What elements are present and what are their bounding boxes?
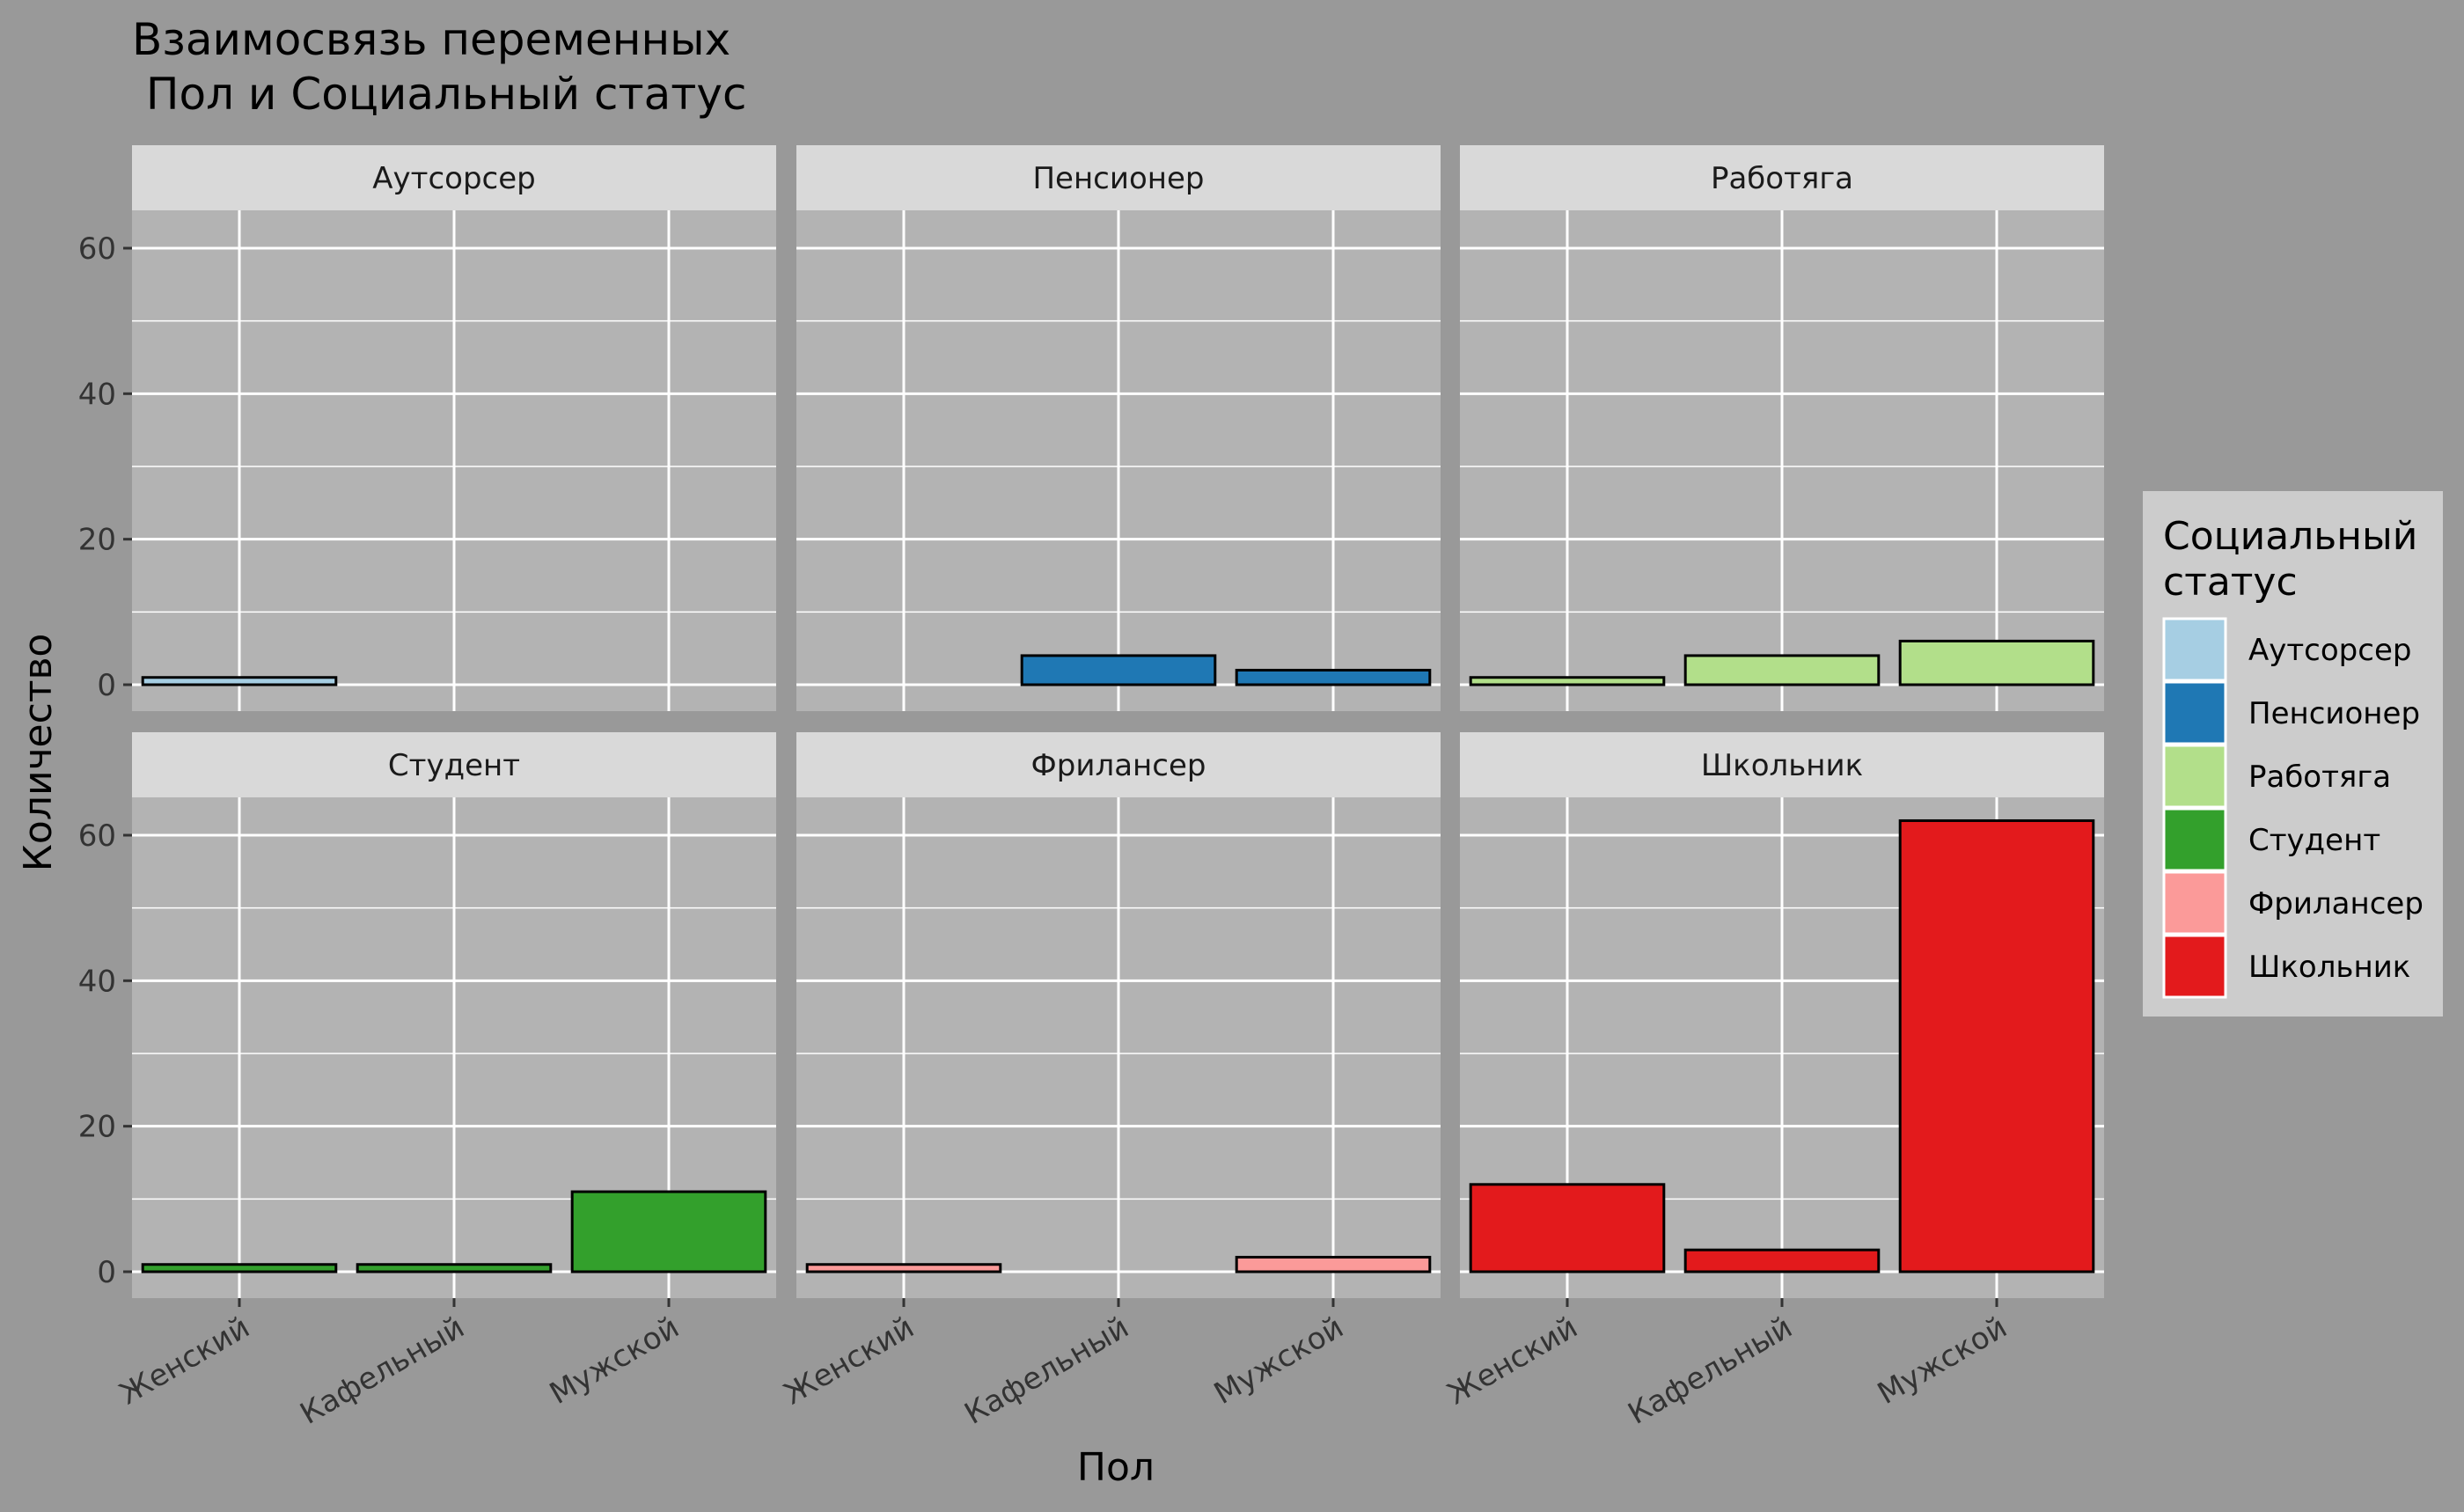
facet-strip-label: Пенсионер xyxy=(1032,161,1204,196)
facet-strip-label: Аутсорсер xyxy=(372,161,535,196)
facet-strip-label: Работяга xyxy=(1711,161,1853,196)
facet-strip xyxy=(796,145,1441,210)
facet-strip xyxy=(1460,732,2104,797)
bar xyxy=(1020,654,1217,686)
y-tick-label: 0 xyxy=(97,668,116,703)
facet-strip xyxy=(132,732,776,797)
facet-strip xyxy=(796,732,1441,797)
facet-panel-1: Аутсорсер xyxy=(132,145,776,711)
legend-label: Фрилансер xyxy=(2248,886,2424,921)
facet-panel-5: Фрилансер xyxy=(796,732,1441,1298)
legend-key xyxy=(2162,934,2227,999)
facet-panel-3: Работяга xyxy=(1460,145,2104,711)
bar xyxy=(1235,1255,1432,1273)
facet-panel-4: Студент xyxy=(132,732,776,1298)
facet-strip-label: Студент xyxy=(388,748,520,783)
bar xyxy=(1469,1183,1666,1273)
facet-strip xyxy=(132,145,776,210)
facet-strip-label: Фрилансер xyxy=(1031,748,1206,783)
y-tick-label: 40 xyxy=(78,377,116,412)
bar xyxy=(1469,676,1666,686)
legend-key xyxy=(2162,744,2227,809)
legend-key xyxy=(2162,807,2227,872)
bar xyxy=(1683,1248,1881,1273)
y-tick-label: 20 xyxy=(78,523,116,558)
legend-label: Аутсорсер xyxy=(2248,633,2411,668)
legend-key xyxy=(2162,680,2227,745)
bar xyxy=(1898,639,2095,686)
legend-key xyxy=(2162,870,2227,936)
legend-label: Студент xyxy=(2248,823,2380,858)
y-tick-label: 60 xyxy=(78,818,116,854)
legend-label: Пенсионер xyxy=(2248,696,2420,731)
legend-key xyxy=(2162,617,2227,682)
bar xyxy=(141,1263,338,1273)
y-tick-label: 20 xyxy=(78,1110,116,1145)
bar xyxy=(1683,654,1881,686)
legend-label: Школьник xyxy=(2248,950,2410,985)
y-tick-label: 60 xyxy=(78,231,116,267)
chart-title-line: Пол и Социальный статус xyxy=(132,69,746,120)
bar xyxy=(141,676,338,686)
legend-title-line: Социальный xyxy=(2163,514,2417,559)
legend-label: Работяга xyxy=(2248,760,2391,795)
bar xyxy=(570,1190,767,1273)
bar xyxy=(1898,818,2095,1273)
bar xyxy=(1235,668,1432,686)
facet-strip-label: Школьник xyxy=(1701,748,1863,783)
bar xyxy=(805,1263,1002,1273)
x-axis-title: Пол xyxy=(1077,1445,1155,1490)
legend-title-line: статус xyxy=(2163,560,2298,605)
facet-panel-6: Школьник xyxy=(1460,732,2104,1298)
facet-strip xyxy=(1460,145,2104,210)
chart-title-line: Взаимосвязь переменных xyxy=(132,14,730,65)
bar xyxy=(356,1263,553,1273)
y-axis-title: Количество xyxy=(16,634,61,872)
y-tick-label: 40 xyxy=(78,964,116,999)
y-tick-label: 0 xyxy=(97,1255,116,1290)
facet-panel-2: Пенсионер xyxy=(796,145,1441,711)
